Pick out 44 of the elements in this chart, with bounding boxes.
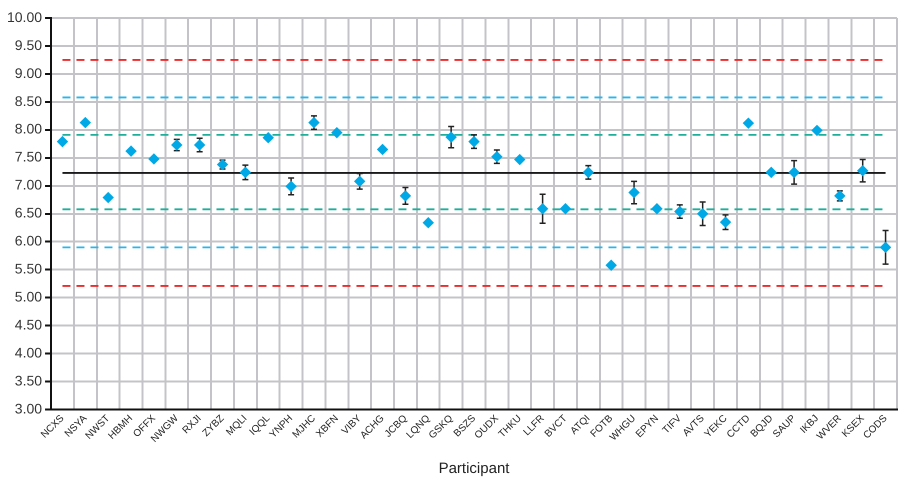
point [126,146,137,157]
y-tick-label: 8.50 [14,92,42,109]
point [628,187,640,198]
point [514,154,526,166]
point [560,203,571,214]
point [857,165,868,176]
point [240,166,251,178]
point [262,132,274,144]
point [377,144,388,155]
point [766,166,777,178]
y-tick-label: 6.00 [14,232,42,249]
point [102,192,114,204]
y-tick-label: 7.50 [14,148,42,165]
point [811,124,822,136]
point [720,216,732,228]
point [742,118,754,129]
y-tick-label: 3.00 [14,400,42,416]
point [400,190,411,202]
x-axis-title: Participant [438,460,510,478]
y-tick-label: 5.50 [14,260,42,277]
y-tick-label: 6.50 [14,204,42,221]
point [331,127,342,138]
y-tick-label: 7.00 [14,176,42,193]
point [56,136,68,148]
point [880,242,892,253]
y-tick-label: 9.00 [14,64,42,81]
point [148,153,160,164]
point [537,203,548,214]
point [651,203,662,214]
y-tick-label: 5.00 [14,288,42,305]
point [422,217,434,228]
y-tick-label: 9.50 [14,36,42,53]
point [697,208,708,220]
y-tick-label: 3.50 [14,372,42,388]
point [286,180,297,192]
y-tick-label: 4.00 [14,344,42,360]
point [788,166,800,178]
y-tick-label: 4.50 [14,316,42,333]
y-tick-label: 8.00 [14,120,42,137]
point [80,117,91,128]
point [606,260,617,271]
point [446,132,457,143]
y-tick-label: 10.00 [6,8,42,25]
point [354,176,366,187]
